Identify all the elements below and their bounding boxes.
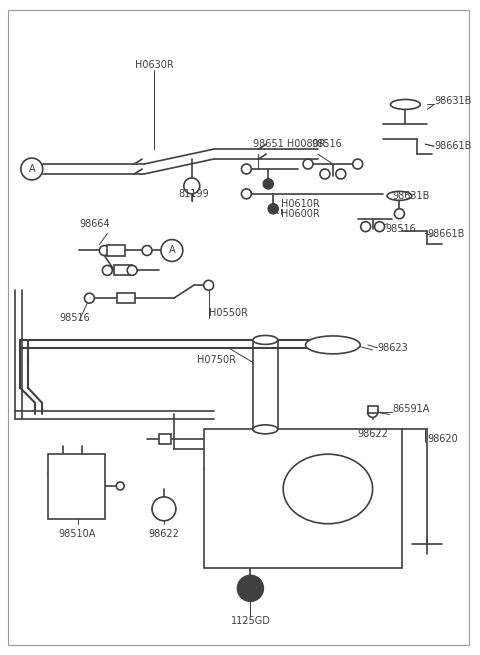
Text: 1125GD: 1125GD xyxy=(230,616,270,626)
Circle shape xyxy=(395,209,405,219)
Text: 98623: 98623 xyxy=(378,343,408,353)
Bar xyxy=(117,293,135,303)
Bar xyxy=(159,434,171,444)
Ellipse shape xyxy=(306,336,360,354)
Text: 98622: 98622 xyxy=(358,429,389,440)
Bar xyxy=(48,454,105,519)
Text: 98516: 98516 xyxy=(311,139,342,149)
Bar xyxy=(368,407,378,413)
Text: 98510A: 98510A xyxy=(59,529,96,538)
Text: 86591A: 86591A xyxy=(393,405,430,415)
Text: H0600R: H0600R xyxy=(281,209,320,219)
Text: 98516: 98516 xyxy=(385,223,416,234)
Text: H0750R: H0750R xyxy=(197,355,236,365)
Circle shape xyxy=(184,178,200,194)
Ellipse shape xyxy=(387,191,412,200)
Ellipse shape xyxy=(283,454,372,524)
Ellipse shape xyxy=(391,100,420,109)
Circle shape xyxy=(368,407,378,417)
Circle shape xyxy=(353,159,363,169)
Circle shape xyxy=(264,179,273,189)
Bar xyxy=(114,265,132,275)
Circle shape xyxy=(320,169,330,179)
Bar xyxy=(108,244,125,257)
Circle shape xyxy=(84,293,95,303)
Circle shape xyxy=(360,221,371,232)
Text: A: A xyxy=(28,164,35,174)
Circle shape xyxy=(152,497,176,521)
Text: 98651 H0080R: 98651 H0080R xyxy=(253,139,326,149)
Text: 98631B: 98631B xyxy=(434,96,471,107)
Text: 98516: 98516 xyxy=(60,313,90,323)
Text: 98661B: 98661B xyxy=(434,141,471,151)
Circle shape xyxy=(303,159,313,169)
Text: H0550R: H0550R xyxy=(209,308,248,318)
Text: 81199: 81199 xyxy=(179,189,209,199)
Text: 98620: 98620 xyxy=(427,434,458,444)
Circle shape xyxy=(336,169,346,179)
Circle shape xyxy=(374,221,384,232)
Circle shape xyxy=(241,164,252,174)
Circle shape xyxy=(21,158,43,180)
Circle shape xyxy=(116,482,124,490)
Text: 98631B: 98631B xyxy=(393,191,430,201)
Ellipse shape xyxy=(253,335,278,345)
Circle shape xyxy=(204,280,214,290)
Text: A: A xyxy=(168,246,175,255)
Text: H0630R: H0630R xyxy=(134,60,173,69)
Circle shape xyxy=(268,204,278,214)
Circle shape xyxy=(241,189,252,199)
Circle shape xyxy=(99,246,109,255)
Text: 98664: 98664 xyxy=(80,219,110,229)
Circle shape xyxy=(102,265,112,275)
Circle shape xyxy=(238,575,264,601)
Text: 98622: 98622 xyxy=(148,529,180,538)
Text: H0610R: H0610R xyxy=(281,198,320,209)
Circle shape xyxy=(161,240,183,261)
Bar xyxy=(204,429,402,569)
Circle shape xyxy=(142,246,152,255)
Ellipse shape xyxy=(253,425,278,434)
Circle shape xyxy=(127,265,137,275)
Text: 98661B: 98661B xyxy=(427,229,465,238)
